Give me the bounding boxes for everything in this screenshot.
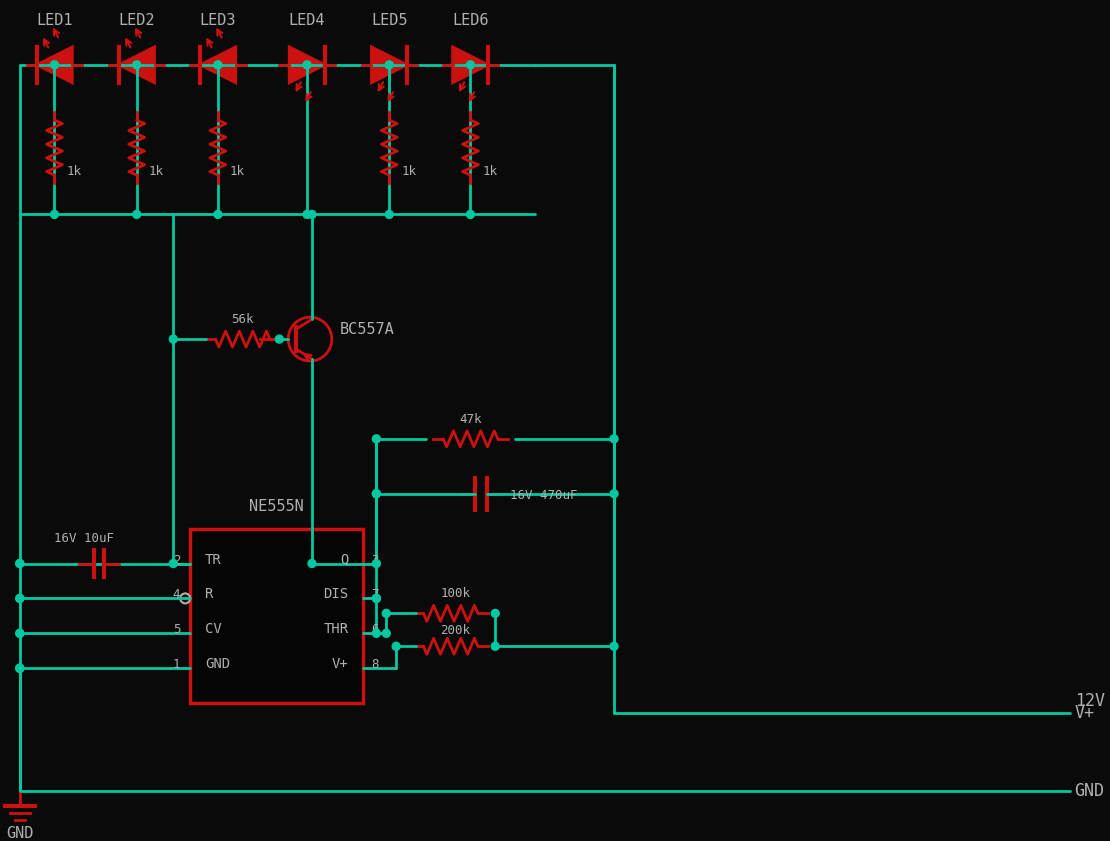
Text: 16V 10uF: 16V 10uF [54, 532, 114, 545]
Circle shape [385, 61, 393, 69]
Circle shape [51, 210, 59, 219]
Circle shape [610, 489, 618, 498]
Text: 3: 3 [372, 553, 379, 567]
Circle shape [372, 489, 381, 498]
Text: 47k: 47k [460, 413, 482, 426]
Circle shape [214, 210, 222, 219]
Text: 12V: 12V [1074, 692, 1104, 710]
Polygon shape [200, 47, 235, 82]
Polygon shape [453, 47, 488, 82]
Circle shape [610, 643, 618, 650]
Text: 6: 6 [372, 623, 379, 637]
Circle shape [16, 595, 23, 602]
Circle shape [372, 489, 381, 498]
Text: GND: GND [1074, 782, 1104, 800]
Circle shape [307, 559, 316, 568]
Text: LED1: LED1 [37, 13, 73, 28]
Text: 16V 470uF: 16V 470uF [511, 489, 577, 502]
Circle shape [466, 210, 474, 219]
Circle shape [16, 664, 23, 672]
Polygon shape [372, 47, 407, 82]
Circle shape [372, 595, 381, 602]
FancyBboxPatch shape [190, 529, 363, 703]
Text: THR: THR [323, 622, 349, 637]
Text: TR: TR [205, 553, 222, 567]
Text: LED3: LED3 [200, 13, 236, 28]
Circle shape [51, 61, 59, 69]
Circle shape [303, 210, 311, 219]
Text: 1k: 1k [67, 165, 81, 177]
Circle shape [16, 629, 23, 637]
Text: LED6: LED6 [452, 13, 488, 28]
Text: 1: 1 [173, 659, 180, 671]
Text: V+: V+ [332, 657, 349, 671]
Text: 5: 5 [173, 623, 180, 637]
Circle shape [16, 664, 23, 672]
Polygon shape [290, 47, 325, 82]
Circle shape [382, 629, 391, 637]
Circle shape [372, 559, 381, 568]
Circle shape [372, 595, 381, 602]
Polygon shape [119, 47, 154, 82]
Polygon shape [37, 47, 72, 82]
Text: R: R [205, 587, 213, 601]
Circle shape [492, 643, 500, 650]
Text: DIS: DIS [323, 587, 349, 601]
Circle shape [16, 559, 23, 568]
Text: V+: V+ [1074, 704, 1094, 722]
Text: 1k: 1k [149, 165, 163, 177]
Text: LED5: LED5 [371, 13, 407, 28]
Text: 8: 8 [372, 659, 379, 671]
Circle shape [303, 61, 311, 69]
Text: GND: GND [7, 826, 33, 841]
Circle shape [16, 664, 23, 672]
Circle shape [466, 61, 474, 69]
Circle shape [170, 335, 178, 343]
Text: 56k: 56k [231, 313, 254, 326]
Text: BC557A: BC557A [340, 322, 394, 337]
Text: 7: 7 [372, 589, 379, 601]
Circle shape [372, 629, 381, 637]
Text: NE555N: NE555N [250, 499, 304, 514]
Circle shape [133, 61, 141, 69]
Text: 1k: 1k [230, 165, 245, 177]
Circle shape [16, 559, 23, 568]
Text: CV: CV [205, 622, 222, 637]
Circle shape [307, 210, 316, 219]
Text: 200k: 200k [441, 624, 471, 637]
Circle shape [275, 335, 283, 343]
Circle shape [492, 610, 500, 617]
Circle shape [392, 643, 400, 650]
Circle shape [16, 629, 23, 637]
Text: GND: GND [205, 657, 230, 671]
Text: LED4: LED4 [289, 13, 325, 28]
Text: 100k: 100k [441, 587, 471, 600]
Circle shape [133, 210, 141, 219]
Text: 4: 4 [173, 589, 180, 601]
Circle shape [170, 559, 178, 568]
Text: Q: Q [341, 553, 349, 567]
Text: LED2: LED2 [119, 13, 155, 28]
Circle shape [16, 595, 23, 602]
Circle shape [214, 61, 222, 69]
Text: 2: 2 [173, 553, 180, 567]
Circle shape [385, 210, 393, 219]
Text: 1k: 1k [401, 165, 416, 177]
Circle shape [382, 610, 391, 617]
Circle shape [610, 435, 618, 443]
Text: 1k: 1k [483, 165, 497, 177]
Circle shape [372, 435, 381, 443]
